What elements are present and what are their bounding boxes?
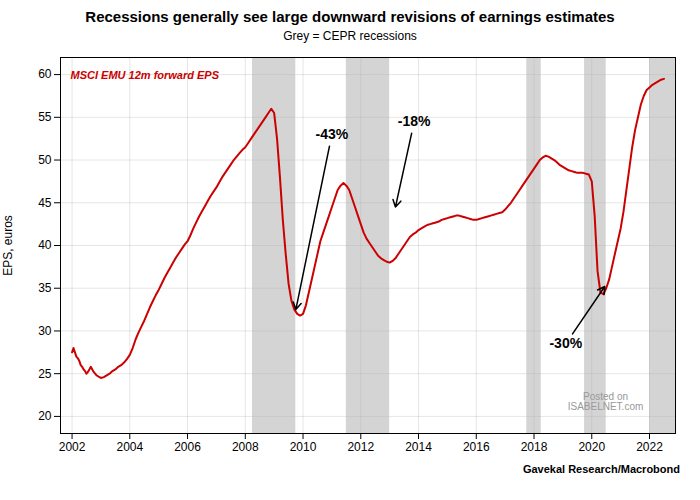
svg-text:50: 50 [38,153,52,167]
svg-text:20: 20 [38,409,52,423]
svg-text:2016: 2016 [463,440,490,454]
svg-text:25: 25 [38,367,52,381]
svg-text:2006: 2006 [174,440,201,454]
svg-text:2022: 2022 [636,440,663,454]
svg-text:MSCI EMU 12m forward EPS: MSCI EMU 12m forward EPS [71,69,220,81]
html-text:Grey = CEPR recessions: Grey = CEPR recessions [283,29,417,43]
svg-text:2012: 2012 [347,440,374,454]
svg-text:2004: 2004 [116,440,143,454]
svg-text:2008: 2008 [232,440,259,454]
svg-text:45: 45 [38,196,52,210]
svg-text:-43%: -43% [316,126,349,142]
html-text:Recessions generally see large: Recessions generally see large downward … [85,8,615,25]
svg-text:Posted onISABELNET.com: Posted onISABELNET.com [568,391,644,412]
svg-text:2018: 2018 [521,440,548,454]
svg-text:30: 30 [38,324,52,338]
svg-text:-30%: -30% [549,335,582,351]
svg-text:2002: 2002 [59,440,86,454]
svg-text:55: 55 [38,110,52,124]
html-text:Gavekal Research/Macrobond: Gavekal Research/Macrobond [522,463,680,475]
svg-text:2010: 2010 [290,440,317,454]
svg-text:2014: 2014 [405,440,432,454]
svg-text:35: 35 [38,281,52,295]
svg-text:60: 60 [38,67,52,81]
svg-text:40: 40 [38,238,52,252]
svg-text:EPS, euros: EPS, euros [1,215,15,276]
svg-text:-18%: -18% [398,113,431,129]
svg-text:2020: 2020 [578,440,605,454]
